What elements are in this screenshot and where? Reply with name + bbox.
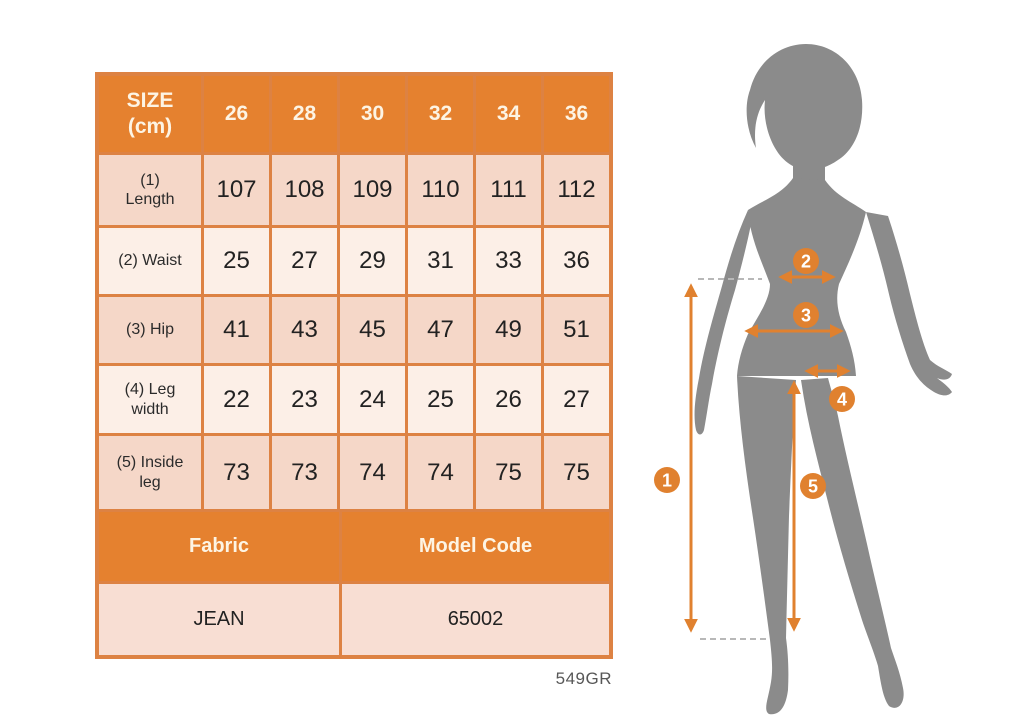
length-value: 108 (272, 155, 337, 225)
leg-width-value: 26 (476, 366, 541, 433)
hip-value: 51 (544, 297, 609, 363)
size-col-32: 32 (408, 76, 473, 152)
length-value: 107 (204, 155, 269, 225)
hip-value: 43 (272, 297, 337, 363)
row-label-leg-width: (4) Leg width (99, 366, 201, 433)
inside-leg-value: 73 (204, 436, 269, 509)
table-footer-value-row: JEAN 65002 (99, 584, 609, 655)
waist-value: 25 (204, 228, 269, 294)
row-label-waist: (2) Waist (99, 228, 201, 294)
table-row-length: (1) Length 107 108 109 110 111 112 (99, 155, 609, 225)
badge-1-number: 1 (662, 471, 672, 491)
inside-leg-value: 74 (340, 436, 405, 509)
size-col-26: 26 (204, 76, 269, 152)
silhouette-right-leg (801, 378, 904, 708)
inside-leg-value: 73 (272, 436, 337, 509)
badge-4-number: 4 (837, 390, 847, 410)
inside-leg-value: 75 (476, 436, 541, 509)
silhouette-left-arm (694, 210, 751, 435)
size-col-34: 34 (476, 76, 541, 152)
table-row-waist: (2) Waist 25 27 29 31 33 36 (99, 228, 609, 294)
size-col-36: 36 (544, 76, 609, 152)
waist-value: 27 (272, 228, 337, 294)
badge-3: 3 (793, 302, 819, 328)
row-label-inside-leg: (5) Inside leg (99, 436, 201, 509)
size-col-28: 28 (272, 76, 337, 152)
table-footer-header-row: Fabric Model Code (99, 512, 609, 581)
silhouette-left-leg (737, 376, 796, 715)
leg-width-value: 27 (544, 366, 609, 433)
measurement-annotations: 1 2 3 4 5 (654, 248, 855, 640)
waist-value: 36 (544, 228, 609, 294)
image-code-label: 549GR (555, 669, 612, 688)
table-row-inside-leg: (5) Inside leg 73 73 74 74 75 75 (99, 436, 609, 509)
length-value: 111 (476, 155, 541, 225)
row-label-length: (1) Length (99, 155, 201, 225)
badge-2: 2 (793, 248, 819, 274)
waist-value: 31 (408, 228, 473, 294)
leg-width-value: 22 (204, 366, 269, 433)
badge-1: 1 (654, 467, 680, 493)
size-table-header-row: SIZE (cm) 26 28 30 32 34 36 (99, 76, 609, 152)
waist-value: 33 (476, 228, 541, 294)
badge-2-number: 2 (801, 252, 811, 272)
body-measurement-diagram: 1 2 3 4 5 (654, 44, 952, 715)
waist-value: 29 (340, 228, 405, 294)
model-code-value-cell: 65002 (342, 584, 609, 655)
model-code-header-cell: Model Code (342, 512, 609, 581)
badge-5-number: 5 (808, 477, 818, 497)
length-value: 109 (340, 155, 405, 225)
leg-width-value: 24 (340, 366, 405, 433)
table-row-leg-width: (4) Leg width 22 23 24 25 26 27 (99, 366, 609, 433)
row-label-hip: (3) Hip (99, 297, 201, 363)
leg-width-value: 25 (408, 366, 473, 433)
length-value: 110 (408, 155, 473, 225)
leg-width-value: 23 (272, 366, 337, 433)
fabric-header-cell: Fabric (99, 512, 339, 581)
female-silhouette-graphic (694, 44, 952, 715)
fabric-value-cell: JEAN (99, 584, 339, 655)
size-table: SIZE (cm) 26 28 30 32 34 36 (1) Length 1… (95, 72, 613, 659)
silhouette-head (746, 44, 863, 170)
hip-value: 49 (476, 297, 541, 363)
size-col-30: 30 (340, 76, 405, 152)
silhouette-right-arm (866, 212, 952, 396)
inside-leg-value: 75 (544, 436, 609, 509)
length-value: 112 (544, 155, 609, 225)
badge-4: 4 (829, 386, 855, 412)
table-row-hip: (3) Hip 41 43 45 47 49 51 (99, 297, 609, 363)
hip-value: 45 (340, 297, 405, 363)
size-cm-header-cell: SIZE (cm) (99, 76, 201, 152)
badge-5: 5 (800, 473, 826, 499)
hip-value: 47 (408, 297, 473, 363)
hip-value: 41 (204, 297, 269, 363)
badge-3-number: 3 (801, 306, 811, 326)
inside-leg-value: 74 (408, 436, 473, 509)
